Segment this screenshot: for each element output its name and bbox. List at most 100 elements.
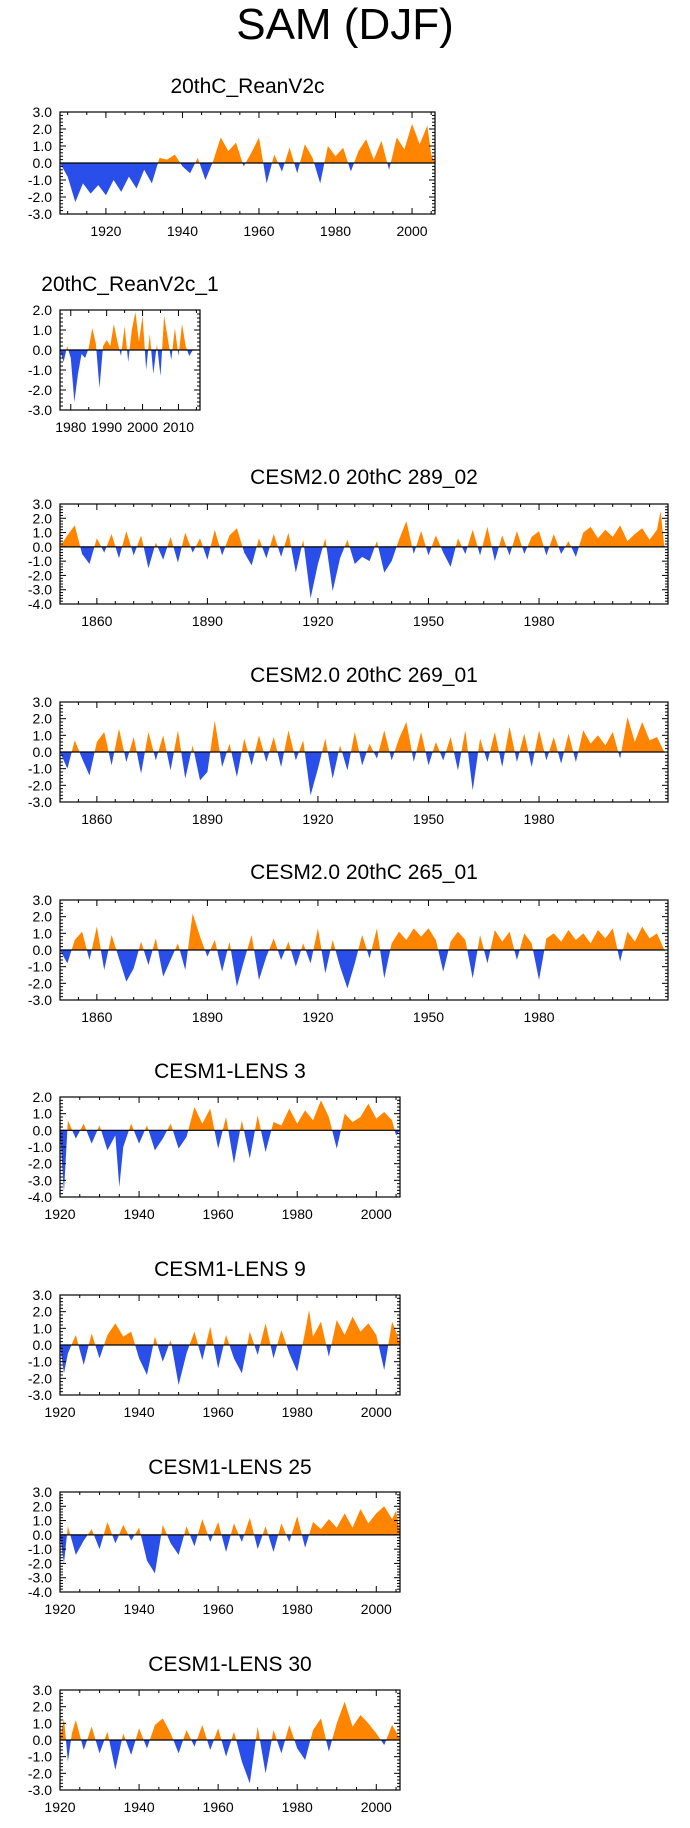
x-tick-label: 1890 bbox=[192, 613, 223, 629]
x-tick-label: 2010 bbox=[163, 419, 194, 435]
negative-area bbox=[60, 163, 435, 203]
y-tick-label: -4.0 bbox=[28, 596, 52, 612]
y-tick-label: -1.0 bbox=[28, 362, 52, 378]
chart-title: 20thC_ReanV2c bbox=[170, 75, 324, 98]
x-tick-label: 1980 bbox=[523, 613, 554, 629]
y-tick-label: -3.0 bbox=[28, 992, 52, 1008]
x-tick-label: 1960 bbox=[203, 1404, 234, 1420]
x-tick-label: 1920 bbox=[302, 811, 333, 827]
negative-area bbox=[60, 546, 665, 599]
y-tick-label: -1.0 bbox=[28, 1749, 52, 1765]
y-tick-label: -3.0 bbox=[28, 582, 52, 598]
x-tick-label: 1960 bbox=[243, 223, 274, 239]
chart-panel: 20thC_ReanV2c 3.02.01.00.0-1.0-2.0-3.0 192… bbox=[28, 75, 436, 239]
y-tick-label: 1.0 bbox=[33, 925, 53, 941]
x-tick-label: 1940 bbox=[123, 1206, 154, 1222]
y-tick-label: 1.0 bbox=[33, 727, 53, 743]
y-tick-label: 0.0 bbox=[33, 539, 53, 555]
y-tick-label: -4.0 bbox=[28, 1189, 52, 1205]
y-tick-label: 3.0 bbox=[33, 1484, 53, 1500]
x-tick-label: 1890 bbox=[192, 811, 223, 827]
y-tick-label: -1.0 bbox=[28, 1354, 52, 1370]
positive-area bbox=[60, 1100, 400, 1131]
x-tick-label: 1960 bbox=[203, 1206, 234, 1222]
x-tick-label: 2000 bbox=[361, 1601, 392, 1617]
x-tick-label: 2000 bbox=[361, 1404, 392, 1420]
x-tick-label: 1980 bbox=[282, 1601, 313, 1617]
y-tick-label: 0.0 bbox=[33, 155, 53, 171]
positive-area bbox=[60, 123, 435, 163]
negative-area bbox=[60, 350, 193, 402]
x-tick-label: 2000 bbox=[396, 223, 427, 239]
y-tick-label: -1.0 bbox=[28, 959, 52, 975]
y-tick-label: 2.0 bbox=[33, 711, 53, 727]
chart-panel: 20thC_ReanV2c_1 2.0 1.0 0.0 -1.0 -2.0 -3.01980… bbox=[28, 273, 219, 435]
x-tick-label: 1980 bbox=[282, 1206, 313, 1222]
chart-title: 20thC_ReanV2c_1 bbox=[41, 273, 218, 296]
y-tick-label: -1.0 bbox=[28, 1541, 52, 1557]
chart-title: CESM1-LENS 25 bbox=[148, 1456, 311, 1479]
y-tick-label: -3.0 bbox=[28, 1387, 52, 1403]
y-tick-label: 3.0 bbox=[33, 104, 53, 120]
plot-frame bbox=[59, 503, 669, 605]
x-tick-label: 1860 bbox=[81, 613, 112, 629]
y-tick-label: -3.0 bbox=[28, 1782, 52, 1798]
x-tick-label: 1940 bbox=[123, 1799, 154, 1815]
negative-area bbox=[60, 950, 665, 989]
y-tick-label: -4.0 bbox=[28, 1584, 52, 1600]
y-tick-label: -3.0 bbox=[28, 794, 52, 810]
x-tick-label: 1940 bbox=[123, 1601, 154, 1617]
x-tick-label: 1940 bbox=[123, 1404, 154, 1420]
y-tick-label: -3.0 bbox=[28, 1172, 52, 1188]
x-tick-label: 1920 bbox=[44, 1404, 75, 1420]
plot-frame bbox=[59, 1096, 401, 1198]
y-tick-label: 2.0 bbox=[33, 1498, 53, 1514]
positive-area bbox=[60, 511, 665, 547]
main-title: SAM (DJF) bbox=[236, 0, 454, 49]
x-tick-label: 1920 bbox=[302, 1009, 333, 1025]
x-tick-label: 1980 bbox=[55, 419, 86, 435]
y-tick-label: 2.0 bbox=[33, 909, 53, 925]
y-tick-label: -2.0 bbox=[28, 777, 52, 793]
y-tick-label: 0.0 bbox=[33, 1337, 53, 1353]
y-tick-label: 0.0 bbox=[33, 1122, 53, 1138]
x-tick-label: 1920 bbox=[302, 613, 333, 629]
chart-title: CESM1-LENS 3 bbox=[154, 1060, 306, 1083]
x-tick-label: 1920 bbox=[44, 1206, 75, 1222]
chart-panel: CESM1-LENS 25 3.02.01.00.0-1.0-2.0-3.0-4.… bbox=[28, 1456, 401, 1617]
x-tick-label: 1920 bbox=[90, 223, 121, 239]
y-tick-label: 0.0 bbox=[33, 1527, 53, 1543]
negative-area bbox=[60, 1130, 400, 1192]
chart-panel: CESM1-LENS 30 3.02.01.00.0-1.0-2.0-3.0192… bbox=[28, 1653, 401, 1815]
y-tick-label: -2.0 bbox=[28, 1765, 52, 1781]
x-tick-label: 1860 bbox=[81, 811, 112, 827]
y-tick-label: -2.0 bbox=[28, 382, 52, 398]
y-tick-label: 2.0 bbox=[33, 510, 53, 526]
chart-title: CESM2.0 20thC 289_02 bbox=[250, 466, 478, 489]
y-tick-label: -2.0 bbox=[28, 189, 52, 205]
y-tick-label: 2.0 bbox=[33, 121, 53, 137]
y-tick-label: 3.0 bbox=[33, 694, 53, 710]
x-tick-label: 1940 bbox=[167, 223, 198, 239]
y-tick-label: -1.0 bbox=[28, 172, 52, 188]
plot-frame bbox=[59, 309, 201, 411]
y-tick-label: 0.0 bbox=[33, 942, 53, 958]
x-tick-label: 2000 bbox=[361, 1799, 392, 1815]
x-tick-label: 1960 bbox=[203, 1601, 234, 1617]
y-tick-label: 0.0 bbox=[33, 342, 53, 358]
chart-panel: CESM2.0 20thC 269_01 3.02.01.00.0-1.0-2.0… bbox=[28, 664, 669, 827]
y-tick-label: 1.0 bbox=[33, 138, 53, 154]
x-tick-label: 1980 bbox=[523, 811, 554, 827]
y-tick-label: -3.0 bbox=[28, 206, 52, 222]
y-tick-label: -1.0 bbox=[28, 1139, 52, 1155]
x-tick-label: 1920 bbox=[44, 1799, 75, 1815]
x-tick-label: 1990 bbox=[91, 419, 122, 435]
y-tick-label: 1.0 bbox=[33, 1513, 53, 1529]
x-tick-label: 1980 bbox=[282, 1404, 313, 1420]
y-tick-label: 0.0 bbox=[33, 1732, 53, 1748]
y-tick-label: -3.0 bbox=[28, 402, 52, 418]
positive-area bbox=[60, 717, 665, 752]
y-tick-label: -2.0 bbox=[28, 975, 52, 991]
y-tick-label: 2.0 bbox=[33, 302, 53, 318]
chart-panel: CESM2.0 20thC 289_02 3.02.01.00.0-1.0-2.0… bbox=[28, 466, 669, 629]
